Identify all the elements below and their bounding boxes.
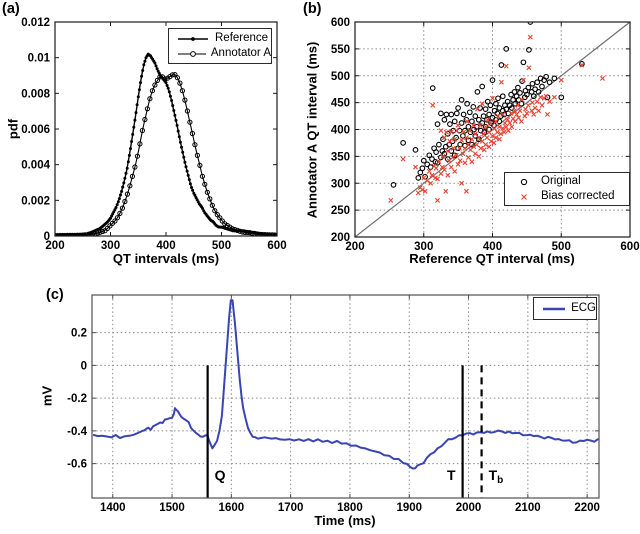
axis-ticks [92,295,599,498]
annotator-a-marker-icon [178,50,206,57]
x-tick-label: 400 [156,240,175,252]
legend-label-original: Original [541,175,581,187]
x-tick-label: 600 [620,241,639,253]
original-marker-icon [520,178,528,185]
x-tick-label: 1800 [337,502,363,514]
x-tick-label: 500 [212,240,231,252]
series-ecg [92,299,599,470]
y-tick-label: 350 [331,151,350,163]
b-y-axis-label: Annotator A QT interval (ms) [304,41,320,219]
y-tick-label: 0.002 [21,195,50,207]
legend-row-bias-corrected: Bias corrected [505,189,629,204]
x-tick-label: 200 [45,240,64,252]
x-tick-label: 1900 [396,502,422,514]
y-tick-label: -0.4 [67,426,87,438]
bias-corrected-marker-icon [521,193,527,200]
series-bias-corrected [388,34,605,203]
y-tick-label: 500 [331,71,350,83]
y-tick-label: 250 [331,205,350,217]
tick-labels: 1400 1500 1600 1700 1800 1900 2000 2100 2200 0.2 0… [67,328,600,514]
gridlines [92,295,599,498]
x-tick-label: 1400 [100,502,126,514]
legend-label-ecg: ECG [571,302,596,314]
annotation-label-tb: Tb [489,467,504,486]
c-y-axis-label: mV [39,385,55,407]
y-tick-label: 400 [331,125,350,137]
panel-label-b: (b) [303,1,322,17]
legend-row-reference: Reference [169,31,271,46]
y-tick-label: 300 [331,178,350,190]
legend-row-annotator-a: Annotator A [169,46,271,61]
legend-panel-b: Original Bias corrected [504,172,630,206]
y-tick-label: 0.012 [21,17,50,29]
y-tick-label: 450 [331,98,350,110]
legend-label-reference: Reference [215,32,269,44]
y-tick-label: -0.6 [67,459,87,471]
x-tick-label: 1500 [159,502,185,514]
x-tick-label: 200 [345,241,364,253]
identity-line [354,21,631,238]
legend-label-bias-corrected: Bias corrected [541,190,615,202]
plot-frame [91,294,600,499]
panel-label-a: (a) [2,1,20,17]
legend-row-ecg: ECG [534,301,596,316]
annotation-label-q: Q [215,467,226,483]
y-tick-label: 550 [331,44,350,56]
tick-labels: 200 300 400 500 600 200 250 300 350 400 450 500 550 6… [331,17,640,253]
annotation-label-t: T [447,467,456,483]
panel-a-chart: 200 300 400 500 600 0 0.002 0.004 0.006 0.008 0.01… [21,17,286,252]
x-tick-label: 400 [483,241,502,253]
y-tick-label: 200 [331,232,350,244]
plot-area [55,52,277,236]
axis-ticks [54,21,278,237]
x-tick-label: 2100 [515,502,541,514]
series-annotator-a [55,72,277,236]
x-tick-label: 500 [552,241,571,253]
y-tick-label: 0.01 [28,53,51,65]
x-tick-label: 2000 [456,502,482,514]
y-tick-label: 0.004 [21,160,50,172]
x-tick-label: 1700 [278,502,304,514]
panel-label-c: (c) [46,287,64,303]
reference-marker-icon [178,36,208,41]
y-tick-label: 600 [331,17,350,29]
y-tick-label: 0.006 [21,124,50,136]
x-tick-label: 300 [101,240,120,252]
y-tick-label: 0.008 [21,88,50,100]
panel-b-chart: 200 300 400 500 600 200 250 300 350 400 450 500 550 6… [331,17,640,253]
panel-c-chart: Q T Tb 1400 1500 1600 1700 1800 1900 2000 2100 2200… [67,294,600,514]
tick-labels: 200 300 400 500 600 0 0.002 0.004 0.006 0.008 0.01… [21,17,286,252]
a-x-axis-label: QT intervals (ms) [112,251,220,266]
legend-label-annotator-a: Annotator A [210,47,271,59]
y-tick-label: -0.2 [67,393,87,405]
legend-row-original: Original [505,174,629,189]
x-tick-label: 2200 [574,502,600,514]
x-tick-label: 300 [414,241,433,253]
c-x-axis-label: Time (ms) [314,513,376,528]
x-tick-label: 600 [267,240,286,252]
a-y-axis-label: pdf [5,118,21,140]
legend-panel-c: ECG [533,297,597,320]
y-tick-label: 0.2 [71,328,87,340]
plot-area [92,299,599,470]
y-tick-label: 0 [81,360,87,372]
b-x-axis-label: Reference QT interval (ms) [409,251,575,266]
series-original [390,22,585,188]
plot-area [388,22,605,203]
x-tick-label: 1600 [219,502,245,514]
legend-panel-a: Reference Annotator A [168,28,272,64]
y-tick-label: 0 [44,231,50,243]
ecg-line-icon [543,307,565,310]
